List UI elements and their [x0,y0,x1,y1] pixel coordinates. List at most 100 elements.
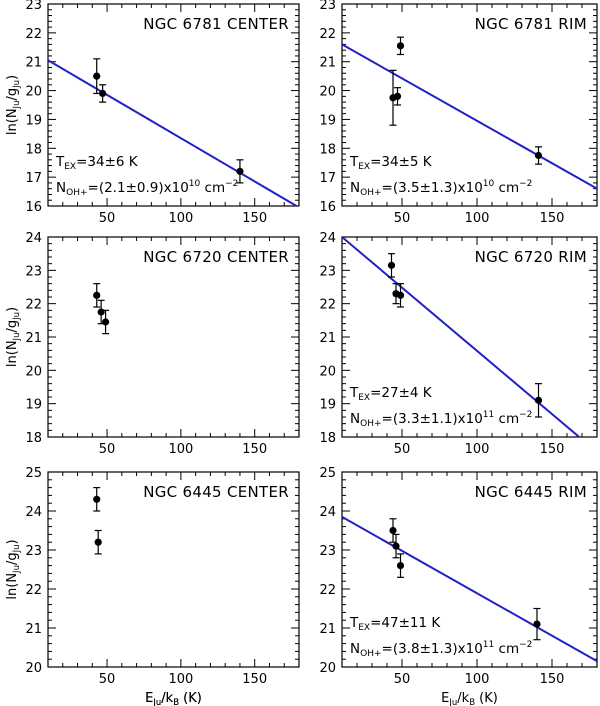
text-run: cm [494,411,519,427]
text-run: B [469,698,475,706]
data-point [396,42,405,50]
data-point [93,291,101,299]
data-point [99,89,107,98]
y-tick-label: 21 [25,331,42,346]
text-run: EX [358,162,370,172]
panel-ngc-6445-rim: 50 100 150 20 21 22 23 24 25 NGC 6445 RIM TEX=47±1… [319,466,598,706]
text-run: =27±4 K [370,385,433,401]
y-tick-label: 22 [25,298,42,313]
data-point [396,291,405,299]
y-tick-label: 23 [319,0,336,13]
text-run: /k [457,691,469,706]
y-tick-label: 21 [319,331,336,346]
text-run: N [350,411,360,427]
text-run: Ju [152,698,161,706]
y-tick-label: 22 [25,583,42,598]
temperature-annotation: TEX=34±6 K [55,154,139,172]
x-tick-label: 150 [540,442,565,457]
x-tick-label: 50 [99,442,116,457]
y-tick-label: 18 [25,142,42,157]
data-point [94,538,102,546]
data-point [534,396,543,404]
y-tick-label: 24 [25,505,42,520]
y-tick-label: 23 [25,0,42,13]
text-run: T [349,615,359,631]
y-tick-label: 22 [25,27,42,42]
text-run: ln(N [5,573,20,600]
x-tick-label: 150 [242,672,267,687]
text-run: Ju [12,101,22,110]
text-run: 11 [483,640,494,650]
y-tick-label: 20 [25,85,42,100]
text-run: (K) [475,691,498,706]
y-tick-label: 19 [319,398,336,413]
fit-line [48,59,299,206]
x-tick-label: 50 [99,211,116,226]
y-tick-label: 21 [319,622,336,637]
text-run: −2 [225,179,238,189]
y-tick-label: 22 [319,298,336,313]
text-run: 10 [189,179,201,189]
y-tick-label: 23 [25,264,42,279]
y-tick-label: 20 [319,364,336,379]
text-run: /g [5,320,20,333]
panel-title: NGC 6445 RIM [475,483,587,501]
text-run: EX [64,162,76,172]
text-run: T [349,385,359,401]
text-run: E [145,691,153,706]
text-run: Ju [152,698,161,706]
text-run: ) [5,539,20,544]
text-run: OH+ [360,649,381,659]
panel-title: NGC 6781 CENTER [143,15,289,33]
data-point [97,308,105,316]
y-tick-label: 22 [319,583,336,598]
y-axis-label: ln(NJu/gJu) [5,539,22,599]
y-axis-label: ln(NJu/gJu) [5,75,22,135]
text-run: ) [5,75,20,80]
y-tick-label: 25 [25,466,42,481]
fit-line [342,237,581,437]
plot-frame [47,236,300,438]
text-run: EX [358,623,370,633]
text-run: (K) [179,691,202,706]
text-run: =(3.8±1.3)x10 [382,641,483,657]
text-run: N [56,180,66,196]
text-run: N [350,180,360,196]
temperature-annotation: TEX=47±11 K [349,615,441,633]
x-tick-label: 100 [465,211,490,226]
y-tick-label: 24 [319,505,336,520]
text-run: /g [5,552,20,565]
y-tick-label: 17 [319,171,336,186]
data-point [101,318,110,326]
text-run: =(2.1±0.9)x10 [88,180,189,196]
data-point [93,495,101,503]
data-point [393,92,402,100]
text-run: EX [358,393,370,403]
text-run: cm [200,180,225,196]
y-tick-label: 23 [319,544,336,559]
panel-title: NGC 6720 RIM [475,248,587,266]
text-run: /g [5,88,20,101]
data-point [396,562,405,570]
text-run: 11 [483,410,494,420]
y-tick-label: 19 [25,113,42,128]
x-tick-label: 150 [540,672,565,687]
x-tick-label: 100 [168,211,193,226]
y-axis-label: ln(NJu/gJu) [5,307,22,367]
text-run: T [349,154,359,170]
text-run: Ju [12,333,22,342]
text-run: N [350,641,360,657]
text-run: Ju [12,544,22,553]
text-run: OH+ [360,419,381,429]
plot-frame [341,3,598,207]
data-point [534,151,543,160]
x-tick-label: 50 [394,442,411,457]
y-tick-label: 18 [319,142,336,157]
y-tick-label: 24 [319,231,336,246]
y-tick-label: 17 [25,171,42,186]
text-run: E [145,691,153,706]
x-tick-label: 50 [99,672,116,687]
text-run: =(3.5±1.3)x10 [382,180,483,196]
fit-line [342,515,597,663]
